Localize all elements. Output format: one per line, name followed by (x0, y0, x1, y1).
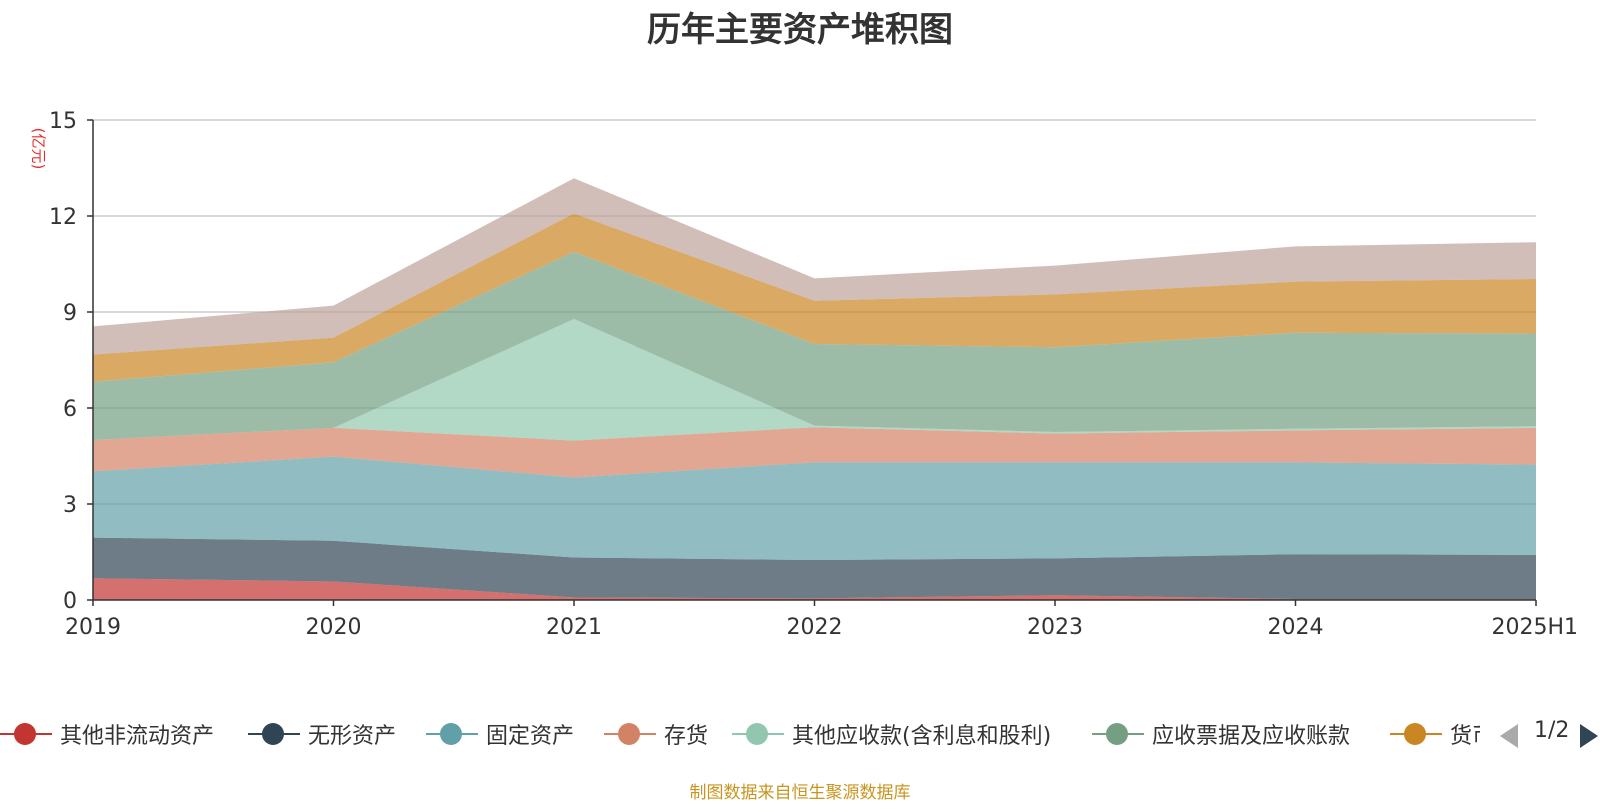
legend-item-label: 无形资产 (308, 724, 397, 749)
legend-item[interactable]: 存货 (604, 716, 708, 752)
legend-marker-icon (426, 716, 478, 752)
legend-marker-dot (440, 723, 462, 745)
legend-item-label: 货币资金 (1450, 724, 1480, 749)
area-series-1 (93, 537, 1536, 600)
legend-marker-icon (248, 716, 300, 752)
legend-marker-icon (732, 716, 784, 752)
legend-marker-dot (262, 723, 284, 745)
x-tick-label: 2020 (306, 615, 362, 640)
axes: 0 3 6 9 12 15 2019 2020 2021 2022 2023 2024 2025H1 (49, 109, 1578, 640)
legend-item-label: 存货 (664, 724, 709, 749)
data-source-note: 制图数据来自恒生聚源数据库 (689, 783, 911, 803)
area-series-6 (93, 213, 1536, 382)
legend-next-page-arrow-icon[interactable] (1580, 724, 1598, 748)
legend-item[interactable]: 固定资产 (426, 716, 574, 752)
legend-item[interactable]: 无形资产 (248, 716, 396, 752)
x-tick-label: 2022 (787, 615, 843, 640)
y-tick-label: 6 (63, 397, 77, 422)
y-tick-label: 9 (63, 301, 77, 326)
legend-marker-dot (1106, 723, 1128, 745)
area-series-2 (93, 456, 1536, 560)
legend-marker-icon (1092, 716, 1144, 752)
area-series-0 (93, 578, 1536, 600)
legend-item[interactable]: 其他应收款(含利息和股利) (732, 716, 1051, 752)
legend-item-label: 其他应收款(含利息和股利) (792, 724, 1052, 749)
legend-marker-icon (604, 716, 656, 752)
area-series-7 (93, 178, 1536, 355)
legend-prev-page-arrow-icon[interactable] (1500, 724, 1518, 748)
area-series-layer (93, 178, 1536, 600)
legend: 其他非流动资产 无形资产 固定资产 存货 其他应收款(含利息和股利) 应收票据及应收账款 货… (0, 716, 1480, 752)
legend-marker-dot (14, 723, 36, 745)
legend-item-label: 其他非流动资产 (60, 724, 215, 749)
x-tick-label: 2019 (65, 615, 121, 640)
x-tick-label: 2023 (1027, 615, 1083, 640)
y-tick-label: 15 (49, 109, 77, 134)
area-series-4 (93, 319, 1536, 441)
y-tick-label: 0 (63, 589, 77, 614)
legend-item[interactable]: 其他非流动资产 (0, 716, 214, 752)
x-tick-label: 2025H1 (1491, 615, 1578, 640)
y-tick-label: 3 (63, 493, 77, 518)
legend-item[interactable]: 货币资金 (1390, 716, 1480, 752)
x-tick-label: 2024 (1268, 615, 1324, 640)
legend-item-label: 固定资产 (486, 724, 575, 749)
x-tick-label: 2021 (546, 615, 602, 640)
legend-item[interactable]: 应收票据及应收账款 (1092, 716, 1350, 752)
y-tick-label: 12 (49, 205, 77, 230)
stacked-area-chart: 0 3 6 9 12 15 2019 2020 2021 2022 2023 2024 2025H1 (49, 109, 1578, 640)
area-series-3 (93, 427, 1536, 478)
legend-pager: 1/2 (1500, 716, 1600, 752)
legend-marker-icon (0, 716, 52, 752)
legend-marker-dot (618, 723, 640, 745)
chart-title: 历年主要资产堆积图 (647, 10, 953, 50)
legend-marker-icon (1390, 716, 1442, 752)
area-series-5 (93, 251, 1536, 440)
legend-item-label: 应收票据及应收账款 (1152, 724, 1351, 749)
legend-marker-dot (1404, 723, 1426, 745)
legend-marker-dot (746, 723, 768, 745)
legend-page-indicator: 1/2 (1534, 718, 1570, 743)
